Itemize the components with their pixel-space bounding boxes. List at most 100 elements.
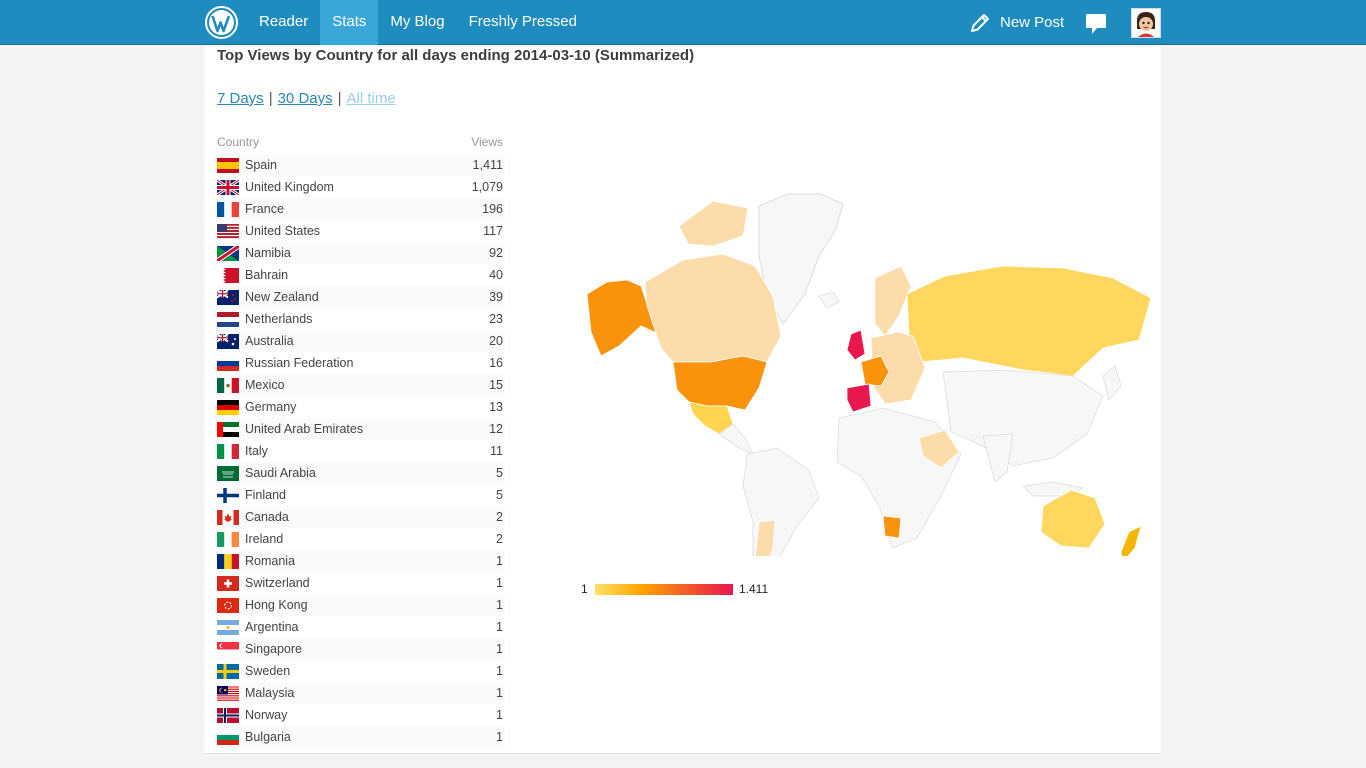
- new-zealand-region: [1120, 525, 1142, 556]
- table-row[interactable]: Bahrain 40: [217, 264, 505, 286]
- country-name: Spain: [245, 158, 277, 172]
- nav-my-blog[interactable]: My Blog: [390, 13, 445, 30]
- table-row[interactable]: Canada 2: [217, 506, 505, 528]
- australia-region: [1040, 489, 1106, 549]
- central-america-region: [718, 423, 754, 455]
- table-row[interactable]: Bulgaria 1: [217, 726, 505, 748]
- country-name: Namibia: [245, 246, 291, 260]
- legend-min: 1: [581, 582, 588, 596]
- table-row[interactable]: Australia 20: [217, 330, 505, 352]
- country-name: Argentina: [245, 620, 299, 634]
- legend-color-scale: [595, 584, 733, 595]
- table-row[interactable]: New Zealand 39: [217, 286, 505, 308]
- country-views: 39: [489, 290, 503, 304]
- table-row[interactable]: France 196: [217, 198, 505, 220]
- france-flag-icon: [217, 201, 239, 217]
- country-views: 40: [489, 268, 503, 282]
- russia-region: [906, 265, 1151, 377]
- table-header: Country Views: [217, 134, 505, 154]
- table-row[interactable]: Mexico 15: [217, 374, 505, 396]
- pencil-icon: [971, 13, 989, 32]
- country-views: 196: [482, 202, 503, 216]
- country-name: Malaysia: [245, 686, 295, 700]
- country-views: 1: [496, 642, 503, 656]
- country-views: 15: [489, 378, 503, 392]
- map-legend: 1 1.411: [581, 581, 781, 597]
- namibia-region: [882, 515, 902, 539]
- new-zealand-flag-icon: [217, 289, 239, 305]
- country-name: Australia: [245, 334, 294, 348]
- table-row[interactable]: Hong Kong 1: [217, 594, 505, 616]
- country-views: 1: [496, 598, 503, 612]
- usa-region: [672, 355, 768, 411]
- country-name: Singapore: [245, 642, 302, 656]
- table-row[interactable]: Namibia 92: [217, 242, 505, 264]
- nav-reader[interactable]: Reader: [259, 13, 309, 30]
- avatar[interactable]: [1131, 8, 1161, 38]
- united-kingdom-flag-icon: [217, 179, 239, 195]
- spain-region: [846, 383, 872, 413]
- argentina-region: [754, 519, 776, 556]
- table-row[interactable]: Spain 1,411: [217, 154, 505, 176]
- country-name: Italy: [245, 444, 268, 458]
- table-row[interactable]: United Kingdom 1,079: [217, 176, 505, 198]
- country-views: 1: [496, 554, 503, 568]
- country-name: Romania: [245, 554, 296, 568]
- country-views: 5: [496, 466, 503, 480]
- country-views: 117: [483, 224, 503, 238]
- nav-stats[interactable]: Stats: [320, 0, 379, 45]
- new-post-button[interactable]: New Post: [969, 0, 1064, 45]
- table-row[interactable]: Germany 13: [217, 396, 505, 418]
- wordpress-logo-icon[interactable]: [205, 6, 238, 39]
- country-views: 16: [489, 356, 503, 370]
- period-30-days[interactable]: 30 Days: [277, 90, 333, 107]
- country-views: 1,411: [472, 158, 503, 172]
- column-views: Views: [471, 135, 503, 149]
- table-row[interactable]: Singapore 1: [217, 638, 505, 660]
- switzerland-flag-icon: [217, 575, 239, 591]
- table-row[interactable]: Switzerland 1: [217, 572, 505, 594]
- sweden-flag-icon: [217, 663, 239, 679]
- comment-icon[interactable]: [1085, 13, 1107, 35]
- canada-islands-region: [678, 200, 749, 247]
- period-7-days[interactable]: 7 Days: [217, 90, 264, 107]
- australia-flag-icon: [217, 333, 239, 349]
- india-region: [982, 433, 1014, 483]
- table-row[interactable]: Romania 1: [217, 550, 505, 572]
- argentina-flag-icon: [217, 619, 239, 635]
- country-name: Switzerland: [245, 576, 310, 590]
- table-row[interactable]: Finland 5: [217, 484, 505, 506]
- nav-freshly-pressed[interactable]: Freshly Pressed: [468, 13, 577, 30]
- saudi-arabia-flag-icon: [217, 465, 239, 481]
- united-kingdom-region: [846, 329, 866, 361]
- table-row[interactable]: United States 117: [217, 220, 505, 242]
- spain-flag-icon: [217, 157, 239, 173]
- table-row[interactable]: Netherlands 23: [217, 308, 505, 330]
- country-views: 20: [489, 334, 503, 348]
- country-views: 13: [489, 400, 503, 414]
- world-map[interactable]: [583, 186, 1151, 556]
- malaysia-flag-icon: [217, 685, 239, 701]
- table-row[interactable]: United Arab Emirates 12: [217, 418, 505, 440]
- period-all-time[interactable]: All time: [346, 90, 396, 107]
- table-row[interactable]: Italy 11: [217, 440, 505, 462]
- finland-flag-icon: [217, 487, 239, 503]
- table-row[interactable]: Russian Federation 16: [217, 352, 505, 374]
- top-bar: Reader Stats My Blog Freshly Pressed New…: [0, 0, 1366, 45]
- table-row[interactable]: Malaysia 1: [217, 682, 505, 704]
- saudi-arabia-region: [918, 429, 960, 469]
- country-views: 1: [496, 686, 503, 700]
- country-name: Norway: [245, 708, 288, 722]
- table-row[interactable]: Saudi Arabia 5: [217, 462, 505, 484]
- country-name: Hong Kong: [245, 598, 308, 612]
- table-row[interactable]: Sweden 1: [217, 660, 505, 682]
- table-row[interactable]: Norway 1: [217, 704, 505, 726]
- column-country: Country: [217, 135, 260, 149]
- country-name: Sweden: [245, 664, 291, 678]
- legend-max: 1.411: [739, 582, 769, 596]
- country-name: United Kingdom: [245, 180, 334, 194]
- table-row[interactable]: Ireland 2: [217, 528, 505, 550]
- country-name: Saudi Arabia: [245, 466, 316, 480]
- new-post-label: New Post: [1000, 14, 1065, 31]
- table-row[interactable]: Argentina 1: [217, 616, 505, 638]
